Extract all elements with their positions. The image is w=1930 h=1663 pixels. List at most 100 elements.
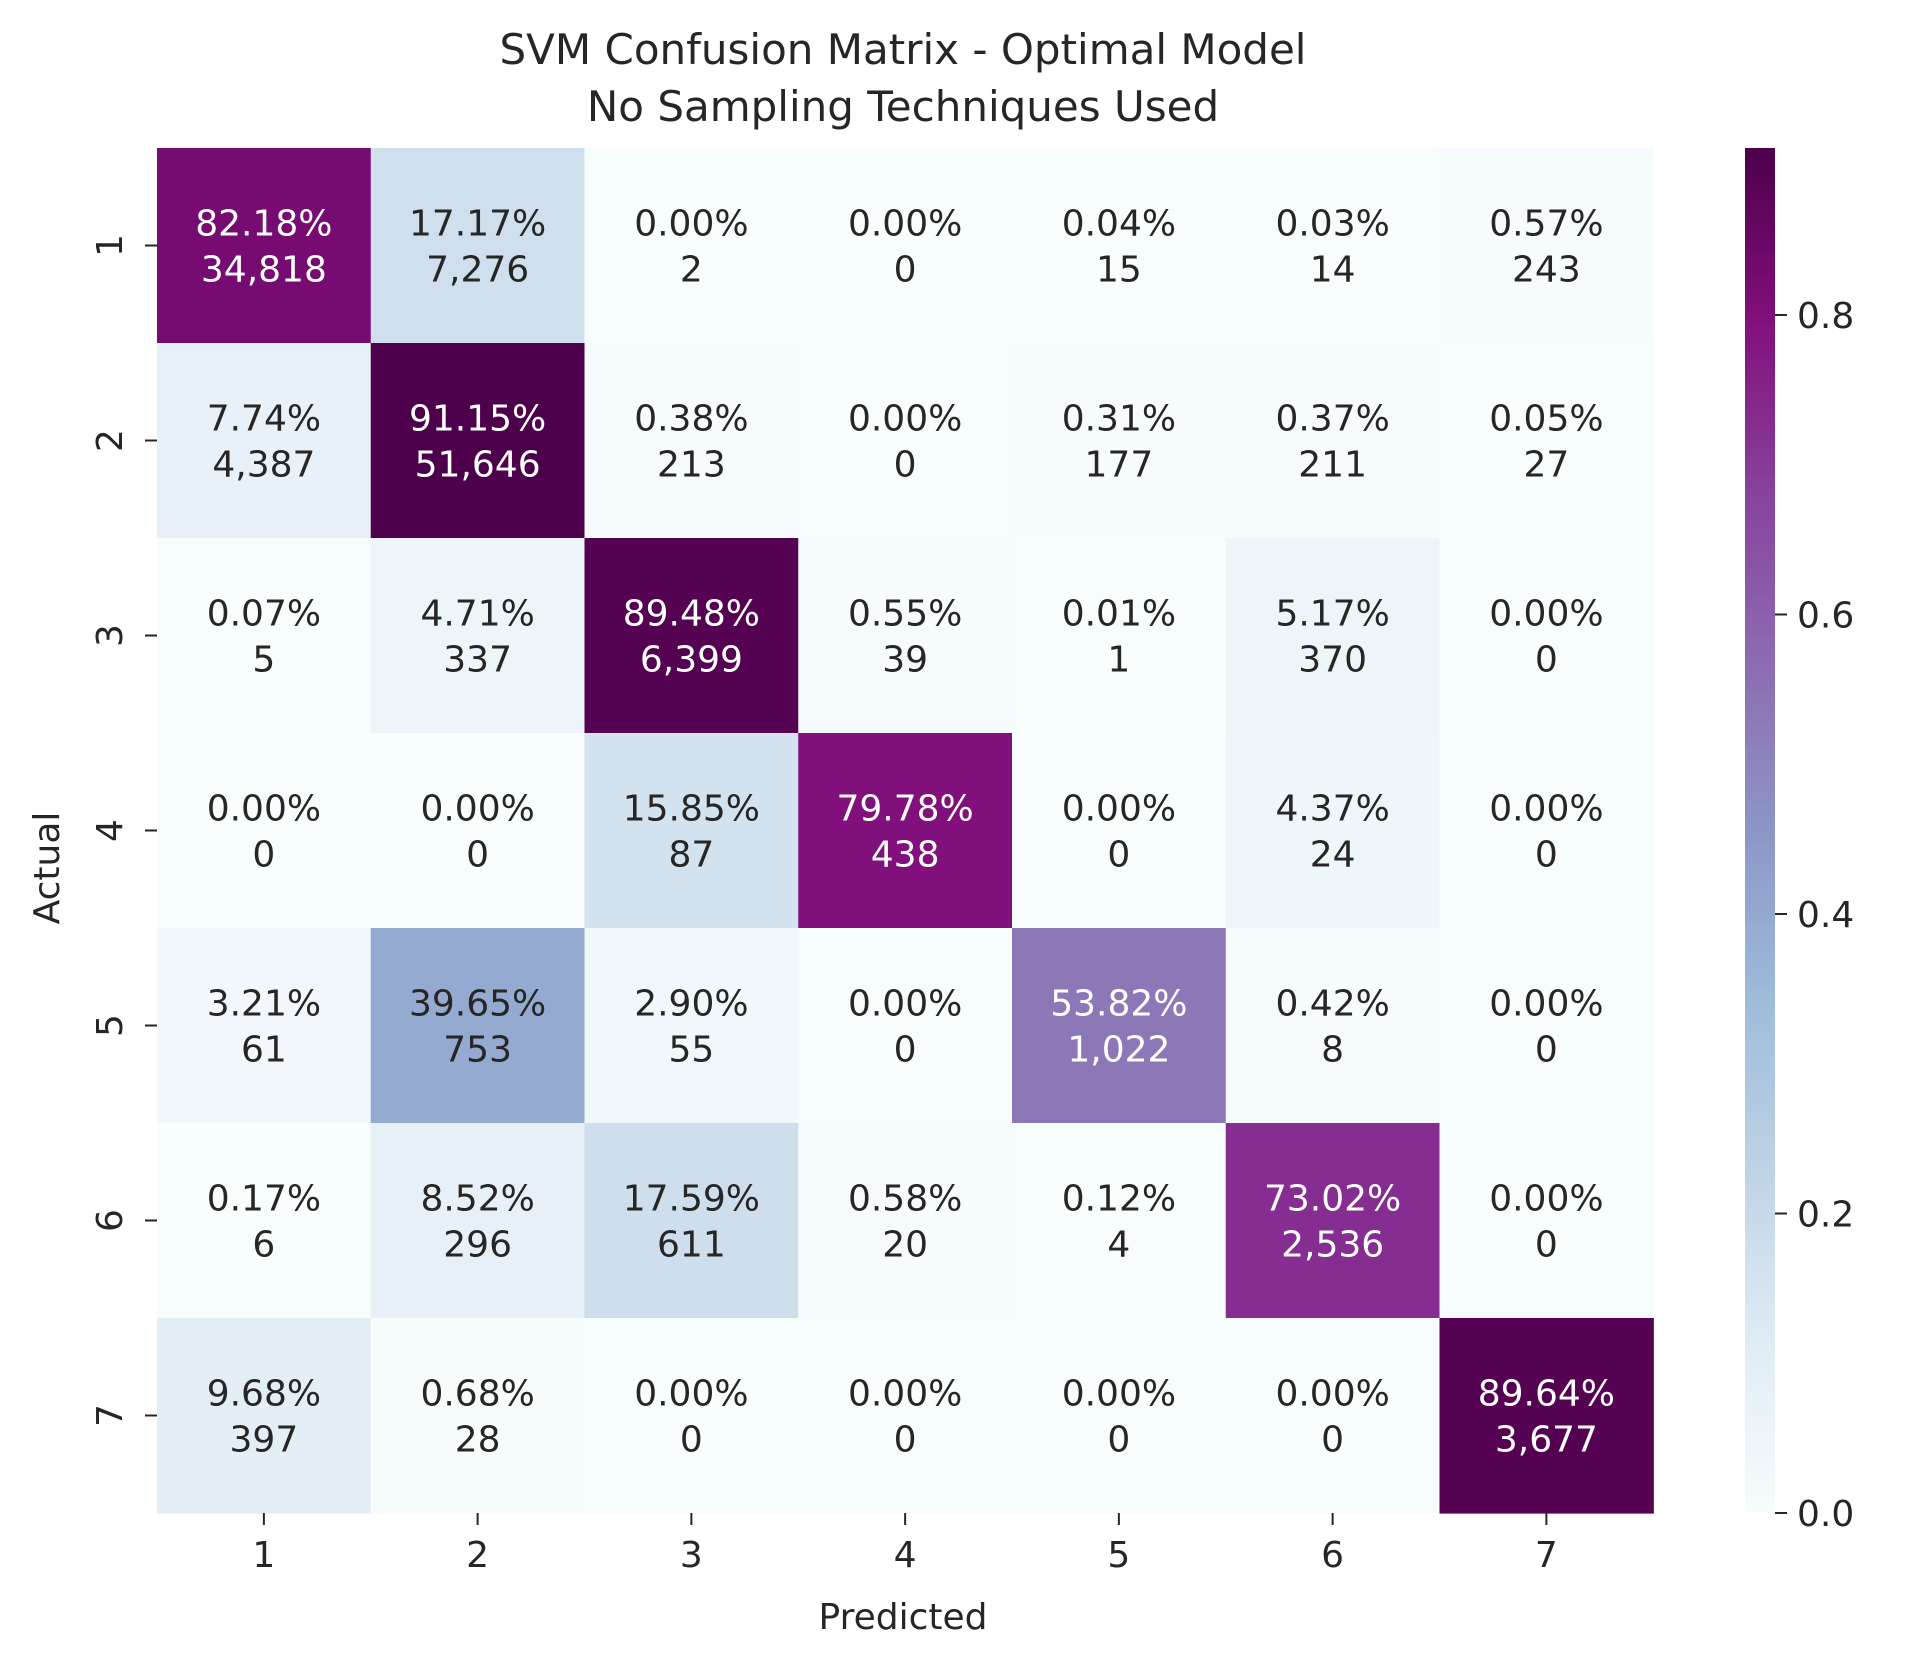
cell-percent-label: 0.00% bbox=[420, 789, 534, 830]
cell-percent-label: 0.01% bbox=[1062, 594, 1176, 635]
heatmap-cell-r5-c6 bbox=[1225, 928, 1441, 1124]
cell-count-label: 5 bbox=[252, 640, 275, 681]
cell-percent-label: 0.58% bbox=[848, 1179, 962, 1220]
y-tick-label: 6 bbox=[90, 1209, 131, 1232]
heatmap-cell-r7-c5 bbox=[1012, 1318, 1227, 1514]
heatmap-cell-r1-c3 bbox=[584, 148, 799, 344]
cell-percent-label: 17.59% bbox=[623, 1179, 760, 1220]
cell-count-label: 1 bbox=[1107, 640, 1130, 681]
heatmap-cell-r4-c5 bbox=[1012, 733, 1227, 929]
heatmap-cell-r7-c3 bbox=[584, 1318, 799, 1514]
cell-percent-label: 79.78% bbox=[836, 789, 973, 830]
heatmap-cell-r4-c2 bbox=[370, 733, 586, 929]
colorbar-scale bbox=[1745, 148, 1775, 1513]
heatmap-cell-r2-c5 bbox=[1012, 343, 1227, 539]
heatmap-cell-r5-c7 bbox=[1439, 928, 1654, 1124]
cell-count-label: 0 bbox=[1535, 640, 1558, 681]
heatmap-cell-r6-c6 bbox=[1225, 1123, 1441, 1319]
x-tick-label: 7 bbox=[1535, 1535, 1558, 1576]
heatmap-cell-r3-c7 bbox=[1439, 538, 1654, 734]
cell-percent-label: 0.03% bbox=[1275, 204, 1389, 245]
cell-percent-label: 0.00% bbox=[634, 1374, 748, 1415]
cell-count-label: 0 bbox=[894, 1420, 917, 1461]
heatmap-cell-r1-c5 bbox=[1012, 148, 1227, 344]
heatmap-cell-r5-c3 bbox=[584, 928, 799, 1124]
heatmap-cell-r6-c4 bbox=[798, 1123, 1013, 1319]
heatmap-cell-r6-c7 bbox=[1439, 1123, 1654, 1319]
cell-percent-label: 8.52% bbox=[420, 1179, 534, 1220]
cell-percent-label: 82.18% bbox=[195, 204, 332, 245]
x-axis-label: Predicted bbox=[819, 1597, 988, 1638]
heatmap-cell-r1-c7 bbox=[1439, 148, 1654, 344]
cell-count-label: 7,276 bbox=[426, 250, 529, 291]
cell-count-label: 4,387 bbox=[212, 445, 315, 486]
heatmap-cell-r4-c6 bbox=[1225, 733, 1441, 929]
y-tick-label: 1 bbox=[90, 234, 131, 257]
cell-count-label: 55 bbox=[668, 1030, 714, 1071]
cell-percent-label: 0.38% bbox=[634, 399, 748, 440]
cell-percent-label: 91.15% bbox=[409, 399, 546, 440]
heatmap-cell-r1-c1 bbox=[157, 148, 372, 344]
cell-percent-label: 0.37% bbox=[1275, 399, 1389, 440]
cell-percent-label: 0.42% bbox=[1275, 984, 1389, 1025]
heatmap-cell-r4-c4 bbox=[798, 733, 1013, 929]
cell-count-label: 438 bbox=[871, 835, 940, 876]
x-tick-label: 5 bbox=[1107, 1535, 1130, 1576]
cell-count-label: 0 bbox=[1535, 835, 1558, 876]
y-axis: 1 2 3 4 5 6 7 bbox=[90, 234, 157, 1427]
y-tick-label: 4 bbox=[90, 819, 131, 842]
cell-count-label: 51,646 bbox=[415, 445, 541, 486]
heatmap-cell-r4-c3 bbox=[584, 733, 799, 929]
cell-percent-label: 0.68% bbox=[420, 1374, 534, 1415]
cell-count-label: 337 bbox=[443, 640, 512, 681]
cell-count-label: 6 bbox=[252, 1225, 275, 1266]
cell-percent-label: 0.00% bbox=[207, 789, 321, 830]
heatmap-cell-r5-c1 bbox=[157, 928, 372, 1124]
cell-count-label: 0 bbox=[894, 445, 917, 486]
cell-count-label: 370 bbox=[1298, 640, 1367, 681]
cell-count-label: 0 bbox=[466, 835, 489, 876]
heatmap-cell-r7-c2 bbox=[370, 1318, 586, 1514]
colorbar-tick-label: 0.2 bbox=[1797, 1194, 1854, 1235]
x-tick-label: 4 bbox=[894, 1535, 917, 1576]
heatmap-cell-r3-c4 bbox=[798, 538, 1013, 734]
cell-percent-label: 0.07% bbox=[207, 594, 321, 635]
cell-count-label: 611 bbox=[657, 1225, 726, 1266]
x-tick-label: 3 bbox=[680, 1535, 703, 1576]
cell-count-label: 39 bbox=[882, 640, 928, 681]
heatmap-cell-r6-c1 bbox=[157, 1123, 372, 1319]
cell-count-label: 211 bbox=[1298, 445, 1367, 486]
y-tick-label: 2 bbox=[90, 429, 131, 452]
cell-percent-label: 0.17% bbox=[207, 1179, 321, 1220]
heatmap-cell-r7-c4 bbox=[798, 1318, 1013, 1514]
cell-percent-label: 15.85% bbox=[623, 789, 760, 830]
cell-count-label: 15 bbox=[1096, 250, 1142, 291]
cell-count-label: 3,677 bbox=[1495, 1420, 1598, 1461]
heatmap-cell-r2-c7 bbox=[1439, 343, 1654, 539]
heatmap-cell-r6-c3 bbox=[584, 1123, 799, 1319]
heatmap-cell-r6-c2 bbox=[370, 1123, 586, 1319]
chart-title: SVM Confusion Matrix - Optimal Model bbox=[500, 25, 1307, 74]
heatmap-cell-r2-c1 bbox=[157, 343, 372, 539]
heatmap-cell-r3-c2 bbox=[370, 538, 586, 734]
cell-count-label: 61 bbox=[241, 1030, 287, 1071]
cell-count-label: 34,818 bbox=[201, 250, 327, 291]
heatmap-cell-r2-c3 bbox=[584, 343, 799, 539]
cell-percent-label: 0.00% bbox=[848, 1374, 962, 1415]
cell-count-label: 6,399 bbox=[640, 640, 743, 681]
heatmap-cell-r7-c7 bbox=[1439, 1318, 1654, 1514]
cell-count-label: 20 bbox=[882, 1225, 928, 1266]
cell-percent-label: 9.68% bbox=[207, 1374, 321, 1415]
heatmap-cell-r2-c2 bbox=[370, 343, 586, 539]
heatmap-cell-r4-c1 bbox=[157, 733, 372, 929]
cell-percent-label: 0.00% bbox=[848, 984, 962, 1025]
heatmap-cell-r5-c5 bbox=[1012, 928, 1227, 1124]
heatmap-cell-r1-c4 bbox=[798, 148, 1013, 344]
cell-count-label: 14 bbox=[1310, 250, 1356, 291]
cell-percent-label: 7.74% bbox=[207, 399, 321, 440]
cell-percent-label: 0.00% bbox=[1489, 1179, 1603, 1220]
cell-count-label: 397 bbox=[230, 1420, 299, 1461]
cell-percent-label: 0.00% bbox=[1489, 984, 1603, 1025]
heatmap-cells: 82.18% 34,818 17.17% 7,276 0.00% 2 0.00% 0 0.04%… bbox=[157, 148, 1654, 1514]
